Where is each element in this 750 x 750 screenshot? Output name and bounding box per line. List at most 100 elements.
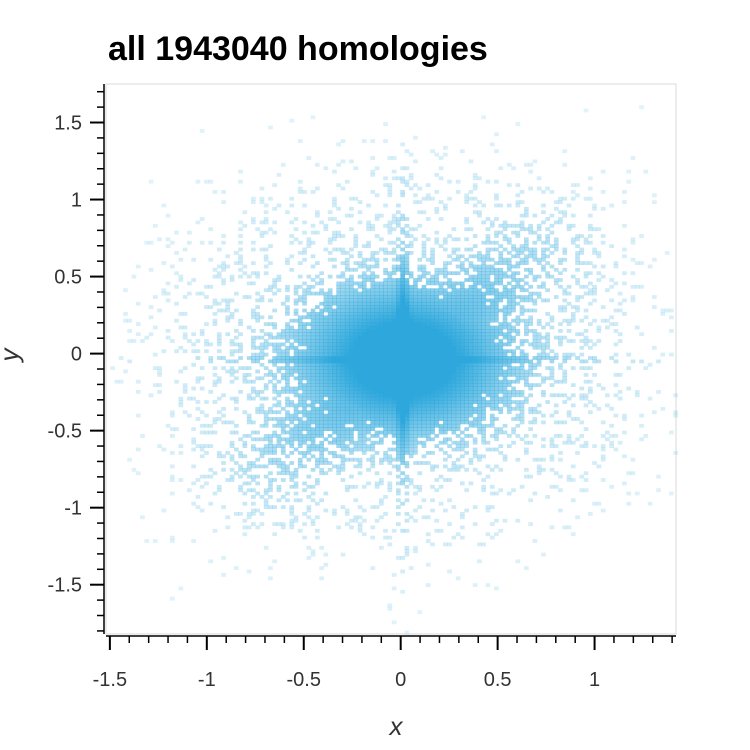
heatmap-cell [315,461,320,465]
heatmap-cell [434,390,440,394]
heatmap-cell [579,345,585,350]
heatmap-cell [349,301,354,306]
heatmap-cell [404,379,410,384]
heatmap-cell [498,362,504,367]
heatmap-cell [396,403,401,408]
heatmap-cell [140,339,145,343]
heatmap-cell [455,410,461,415]
heatmap-cell [447,278,452,282]
heatmap-cell [494,447,499,452]
heatmap-cell [370,356,376,360]
heatmap-cell [511,305,516,309]
heatmap-cell [438,166,444,171]
heatmap-cell [396,373,401,377]
heatmap-cell [242,454,248,459]
heatmap-cell [451,335,457,340]
heatmap-cell [319,271,324,276]
heatmap-cell [170,413,175,418]
heatmap-cell [536,227,542,232]
heatmap-cell [344,413,350,418]
heatmap-cell [417,342,423,347]
heatmap-cell [297,528,303,533]
heatmap-cell [396,329,401,333]
heatmap-cell [451,325,457,330]
heatmap-cell [353,295,359,299]
heatmap-cell [609,356,614,360]
heatmap-cell [417,264,423,269]
heatmap-cell [515,413,521,418]
heatmap-cell [289,440,295,445]
heatmap-cell [421,461,427,465]
heatmap-cell [396,390,401,394]
heatmap-cell [178,403,184,408]
heatmap-cell [434,339,440,343]
heatmap-cell [425,515,431,520]
heatmap-cell [481,386,486,391]
heatmap-cell [477,257,482,262]
heatmap-cell [383,291,388,296]
heatmap-cell [280,329,286,333]
heatmap-cell [336,339,341,343]
heatmap-cell [191,349,196,354]
heatmap-cell [443,152,448,157]
heatmap-cell [489,369,495,374]
heatmap-cell [379,417,384,421]
heatmap-cell [464,305,469,309]
heatmap-cell [319,566,324,570]
heatmap-cell [506,410,512,415]
heatmap-cell [494,393,499,398]
heatmap-cell [387,427,393,431]
heatmap-cell [140,434,145,438]
heatmap-cell [336,376,341,381]
heatmap-cell [455,532,461,537]
heatmap-cell [549,413,555,418]
heatmap-cell [340,420,346,425]
heatmap-cell [464,332,469,337]
heatmap-cell [212,274,218,279]
heatmap-cell [263,417,269,421]
heatmap-cell [391,345,397,350]
heatmap-cell [408,352,414,357]
heatmap-cell [370,349,376,354]
heatmap-cell [511,230,516,235]
heatmap-cell [404,434,410,438]
heatmap-cell [293,434,299,438]
heatmap-cell [208,227,214,232]
heatmap-cell [370,359,376,364]
heatmap-cell [549,223,555,228]
heatmap-cell [400,410,405,415]
heatmap-cell [447,352,452,357]
heatmap-cell [468,423,474,428]
heatmap-cell [327,342,333,347]
heatmap-cell [353,301,359,306]
heatmap-cell [238,267,243,272]
heatmap-cell [302,437,307,442]
heatmap-cell [216,454,222,459]
heatmap-cell [468,298,474,303]
heatmap-cell [327,410,333,415]
heatmap-cell [515,254,521,259]
heatmap-cell [387,386,393,391]
heatmap-cell [515,322,521,326]
heatmap-cell [306,237,312,242]
heatmap-cell [293,227,299,232]
heatmap-cell [498,257,504,262]
heatmap-cell [438,447,444,452]
heatmap-cell [630,156,636,160]
heatmap-cell [285,329,290,333]
heatmap-cell [336,356,341,360]
heatmap-cell [413,383,418,387]
heatmap-cell [455,376,461,381]
heatmap-cell [485,386,491,391]
heatmap-cell [374,369,380,374]
heatmap-cell [225,318,231,323]
heatmap-cell [438,244,444,248]
heatmap-cell [370,284,376,289]
heatmap-cell [477,278,482,282]
heatmap-cell [361,264,367,269]
heatmap-cell [613,393,619,398]
heatmap-cell [519,312,525,316]
heatmap-cell [425,281,431,286]
heatmap-cell [460,352,465,357]
heatmap-cell [481,542,486,547]
